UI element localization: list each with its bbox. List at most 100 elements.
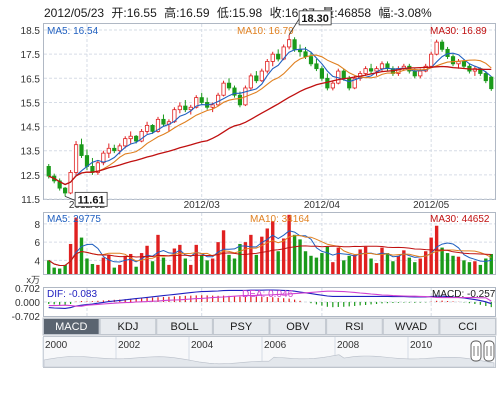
volume-bar	[342, 260, 346, 274]
volume-bar	[90, 263, 95, 274]
navigator-year-label: 2006	[264, 340, 287, 351]
volume-bar	[112, 267, 116, 274]
candle	[73, 141, 79, 175]
volume-bar	[134, 266, 138, 274]
volume-bar	[63, 264, 67, 274]
volume-ma10-line	[48, 234, 492, 267]
candle	[226, 78, 232, 91]
macd-tick-label: 0.000	[15, 298, 40, 309]
volume-unit-label: x万	[26, 275, 40, 285]
volume-bar	[385, 253, 390, 274]
candle	[483, 71, 488, 84]
tab-label: MACD	[55, 321, 87, 333]
legend-ma5: MA5: 29775	[47, 214, 101, 225]
price-tick-label: 16.5	[21, 74, 41, 85]
volume-bar	[456, 256, 461, 274]
volume-bar	[96, 264, 100, 274]
ma10-line	[48, 54, 492, 186]
candle	[232, 85, 237, 98]
navigator-year-label: 2004	[191, 340, 214, 351]
volume-bar	[243, 242, 248, 274]
macd-tick-label: 0.702	[15, 284, 40, 295]
tab-label: WVAD	[395, 321, 427, 333]
volume-bar	[380, 247, 384, 274]
candle	[254, 71, 259, 84]
volume-bar	[210, 258, 215, 274]
volume-bar	[396, 255, 401, 274]
candle	[237, 91, 243, 108]
price-legend: MA5: 16.54 MA10: 16.79 MA30: 16.89	[47, 26, 487, 37]
candle	[450, 54, 456, 67]
volume-bar	[150, 261, 155, 274]
price-tick-label: 15.5	[21, 98, 41, 109]
price-tick-label: 13.5	[21, 147, 41, 158]
candle	[319, 66, 324, 81]
candle	[144, 121, 150, 134]
volume-value: 46858	[338, 6, 372, 20]
volume-bar	[418, 258, 422, 274]
volume-ma5-line	[48, 230, 492, 267]
annotation-max: 18.30	[288, 10, 332, 36]
candle	[177, 102, 182, 114]
volume-tick-label: 4	[34, 256, 40, 267]
volume-bar	[292, 234, 297, 274]
tab-rsi[interactable]: RSI	[326, 318, 383, 335]
close-label: 收:	[270, 6, 285, 20]
candle	[221, 80, 226, 97]
volume-bar	[478, 264, 483, 274]
ma5-line	[48, 48, 492, 186]
candle	[440, 39, 445, 52]
volume-bar	[156, 234, 160, 274]
scroll-handle-icon[interactable]	[483, 340, 495, 362]
candle	[57, 178, 62, 191]
tab-wvad[interactable]: WVAD	[382, 318, 440, 335]
annotation-min: 11.61	[64, 191, 108, 207]
candle	[183, 100, 188, 113]
volume-bar	[227, 254, 231, 274]
tab-label: OBV	[286, 321, 310, 333]
volume-bar	[358, 249, 362, 274]
volume-bar	[189, 264, 193, 274]
candle	[265, 59, 270, 74]
candle	[139, 129, 144, 143]
tab-kdj[interactable]: KDJ	[99, 318, 157, 335]
price-tick-label: 17.5	[21, 50, 41, 61]
volume-bar	[451, 255, 455, 274]
tab-boll[interactable]: BOLL	[156, 318, 213, 335]
volume-bar	[85, 258, 89, 274]
volume-bar	[123, 255, 127, 274]
dif-line	[48, 289, 492, 309]
volume-bar	[462, 260, 466, 274]
tab-label: BOLL	[170, 321, 198, 333]
candle	[336, 68, 341, 85]
volume-bar	[216, 242, 220, 274]
volume-bar	[118, 264, 122, 274]
candle	[270, 51, 275, 67]
volume-bar	[391, 261, 395, 274]
candle	[330, 80, 335, 91]
high-value: 16.59	[179, 6, 209, 20]
candle	[101, 150, 106, 166]
volume-bar	[347, 255, 351, 274]
tab-macd[interactable]: MACD	[43, 318, 100, 335]
tab-psy[interactable]: PSY	[212, 318, 270, 335]
volume-bar	[320, 253, 324, 274]
volume-bar	[424, 251, 428, 274]
time-navigator[interactable]: 2000 2002 2004 2006 2008 2010	[42, 337, 495, 368]
volume-bar	[145, 245, 149, 274]
macd-axis: 0.702 0.000 -0.702	[12, 284, 41, 323]
volume-moving-averages	[48, 230, 492, 267]
candle	[63, 186, 68, 197]
volume-bar	[440, 247, 444, 274]
candle	[374, 66, 379, 76]
candle	[128, 131, 133, 144]
volume-bar	[238, 243, 242, 274]
volume-bar	[429, 237, 433, 274]
scroll-handle-icon[interactable]	[470, 340, 482, 362]
price-annotations: 18.30 11.61	[64, 10, 332, 207]
tab-cci[interactable]: CCI	[439, 318, 496, 335]
volume-bar	[79, 237, 84, 274]
tab-obv[interactable]: OBV	[269, 318, 327, 335]
price-tick-label: 14.5	[21, 123, 41, 134]
